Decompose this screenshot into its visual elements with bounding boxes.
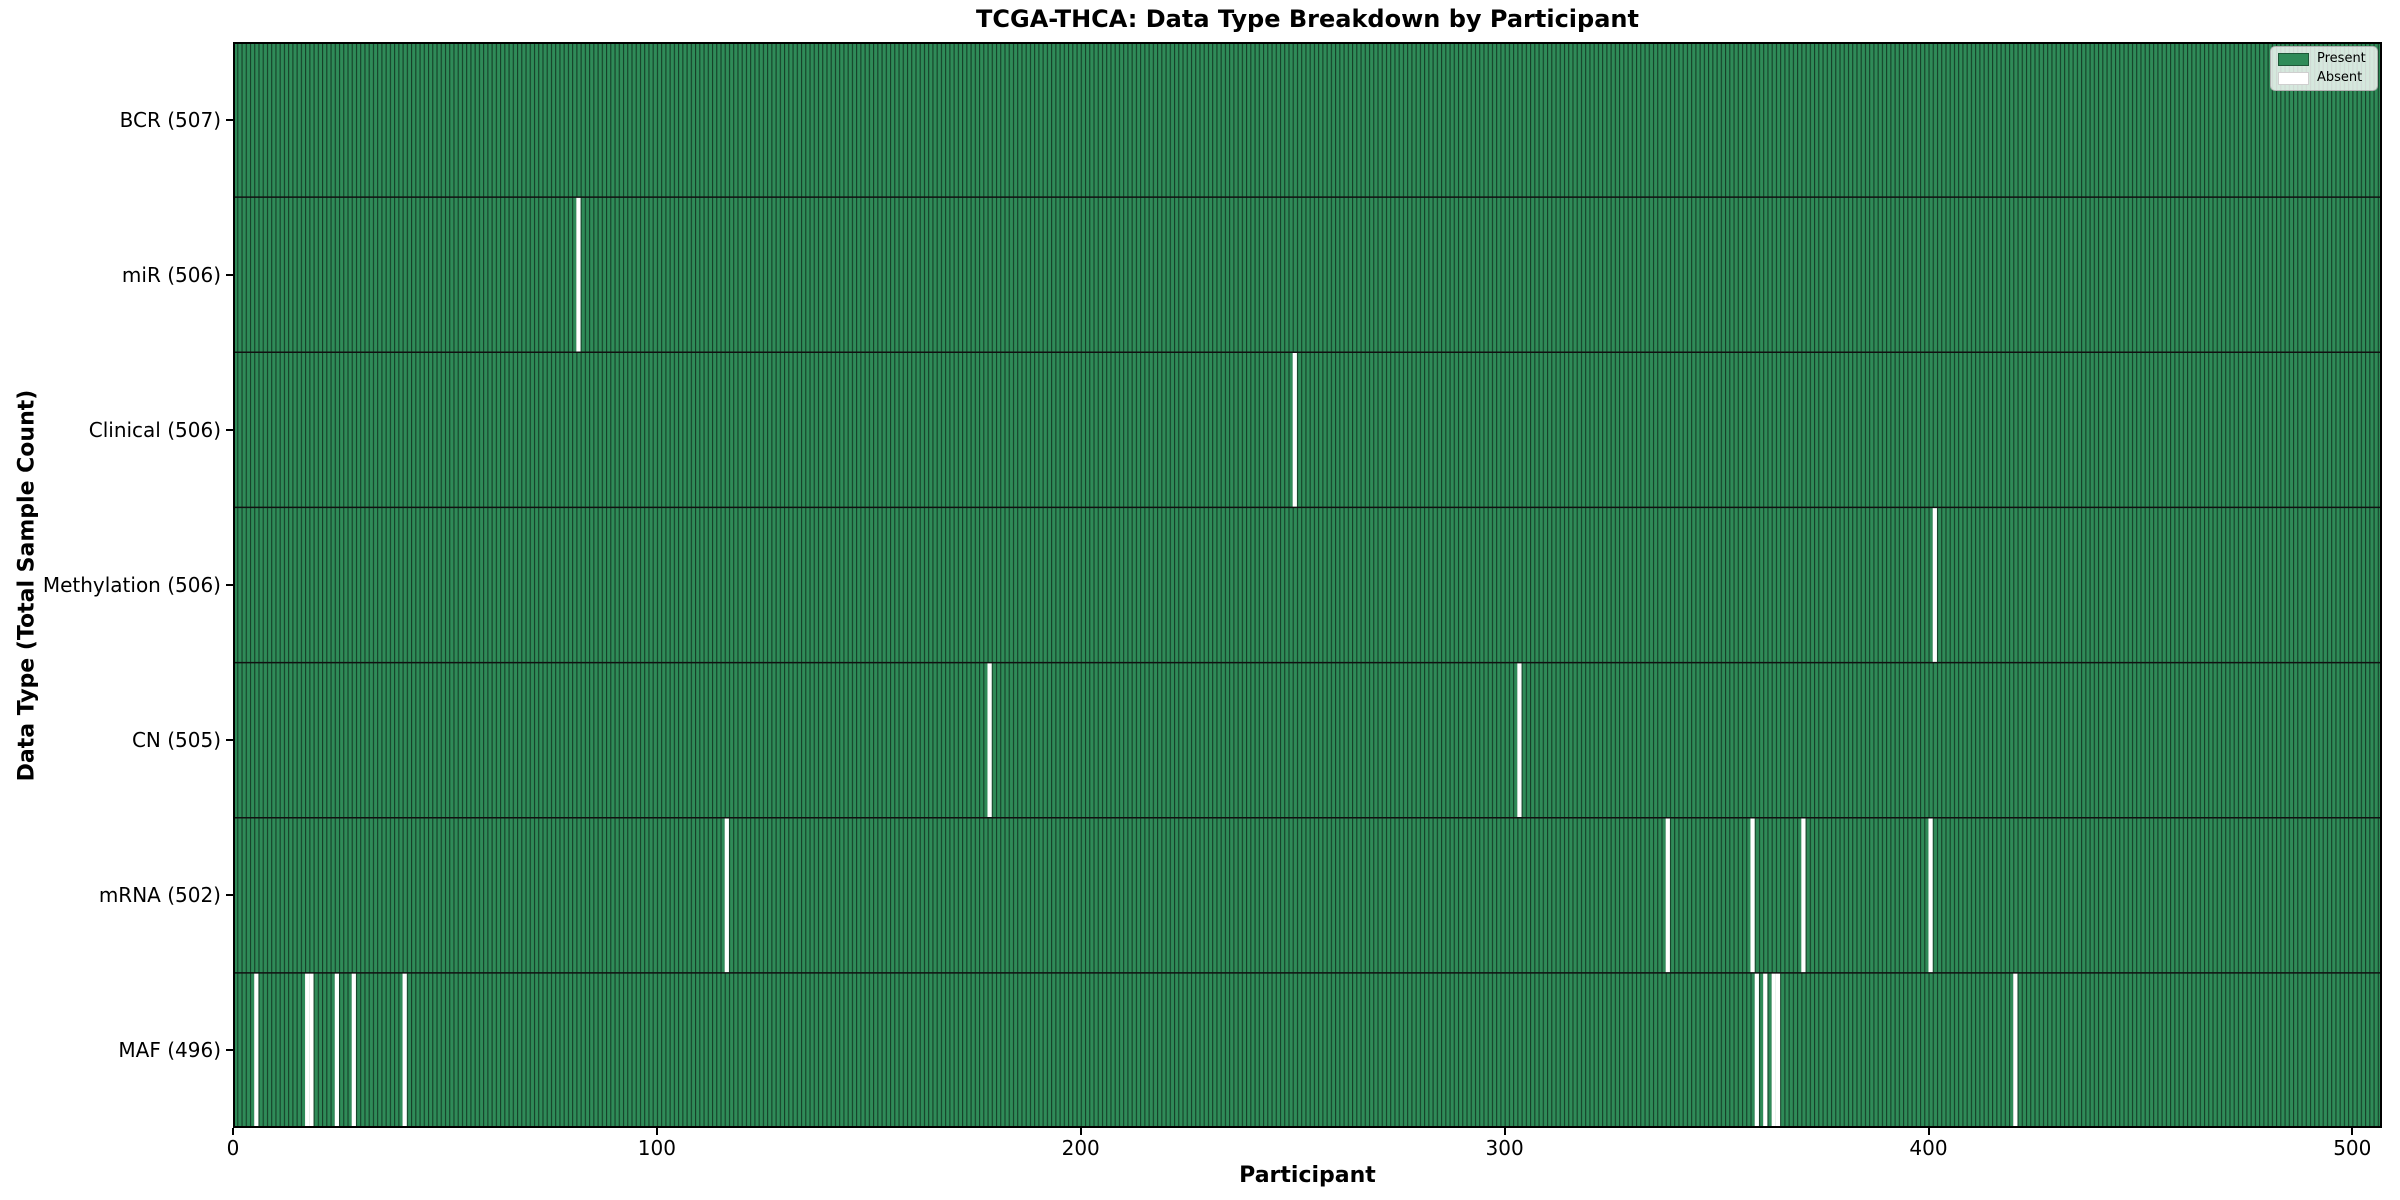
chart-title: TCGA-THCA: Data Type Breakdown by Partic…	[976, 5, 1639, 33]
legend-label-present: Present	[2317, 51, 2366, 66]
x-tick-label-200: 200	[1061, 1136, 1100, 1160]
absent-gap-MAF-359	[1754, 972, 1759, 1128]
plot-area	[233, 42, 2382, 1128]
absent-gap-MAF-420	[2013, 972, 2018, 1128]
y-tick-mark-BCR	[226, 118, 233, 121]
legend-entry-absent: Absent	[2278, 71, 2369, 85]
absent-gap-MAF-17	[305, 972, 310, 1128]
x-tick-mark-0	[232, 1128, 234, 1135]
legend: Present Absent	[2270, 46, 2378, 91]
y-tick-label-BCR: BCR (507)	[119, 107, 221, 132]
y-tick-label-Clinical: Clinical (506)	[88, 417, 221, 442]
absent-gap-MAF-18	[309, 972, 314, 1128]
x-tick-label-100: 100	[637, 1136, 676, 1160]
absent-gap-MAF-364	[1775, 972, 1781, 1128]
absent-gap-MAF-40	[402, 972, 407, 1128]
present-swatch-icon	[2278, 52, 2309, 66]
legend-label-absent: Absent	[2317, 70, 2363, 85]
y-tick-label-CN: CN (505)	[131, 728, 221, 753]
x-tick-mark-400	[1927, 1128, 1930, 1135]
x-tick-mark-500	[2351, 1128, 2354, 1135]
presence-matrix	[233, 42, 2382, 1128]
absent-gap-Clinical-250	[1292, 352, 1297, 508]
x-tick-label-300: 300	[1485, 1136, 1524, 1160]
y-tick-mark-miR	[226, 273, 233, 276]
absent-gap-mRNA-358	[1750, 817, 1755, 973]
absent-gap-Methylation-401	[1932, 507, 1937, 663]
y-tick-label-miR: miR (506)	[121, 262, 221, 287]
x-tick-mark-100	[655, 1128, 658, 1135]
absent-gap-MAF-361	[1763, 972, 1768, 1128]
absent-gap-MAF-28	[351, 972, 356, 1128]
x-tick-mark-300	[1503, 1128, 1506, 1135]
y-tick-mark-Clinical	[226, 428, 233, 431]
y-tick-mark-Methylation	[226, 584, 233, 586]
absent-gap-miR-81	[576, 197, 581, 353]
x-tick-label-400: 400	[1909, 1136, 1948, 1160]
absent-gap-MAF-24	[334, 972, 339, 1128]
absent-gap-mRNA-400	[1928, 817, 1933, 973]
absent-gap-MAF-363	[1771, 972, 1776, 1128]
axes-border	[233, 42, 2382, 1128]
absent-gap-mRNA-116	[724, 817, 729, 973]
y-tick-mark-CN	[226, 739, 233, 742]
y-tick-mark-MAF	[226, 1049, 233, 1052]
absent-swatch-icon	[2278, 71, 2309, 85]
absent-gap-CN-303	[1517, 662, 1522, 818]
x-tick-label-500: 500	[2333, 1136, 2372, 1160]
y-tick-mark-mRNA	[226, 894, 233, 897]
absent-gap-CN-178	[987, 662, 992, 818]
absent-gap-mRNA-370	[1801, 817, 1806, 973]
x-tick-mark-200	[1079, 1128, 1082, 1135]
x-axis-label: Participant	[1239, 1163, 1376, 1188]
y-tick-label-mRNA: mRNA (502)	[98, 883, 221, 908]
x-tick-label-0: 0	[226, 1136, 240, 1160]
absent-gap-MAF-5	[254, 972, 259, 1128]
y-tick-label-Methylation: Methylation (506)	[42, 573, 221, 597]
legend-entry-present: Present	[2278, 52, 2369, 66]
y-tick-label-MAF: MAF (496)	[118, 1038, 221, 1063]
absent-gap-mRNA-338	[1665, 817, 1670, 973]
